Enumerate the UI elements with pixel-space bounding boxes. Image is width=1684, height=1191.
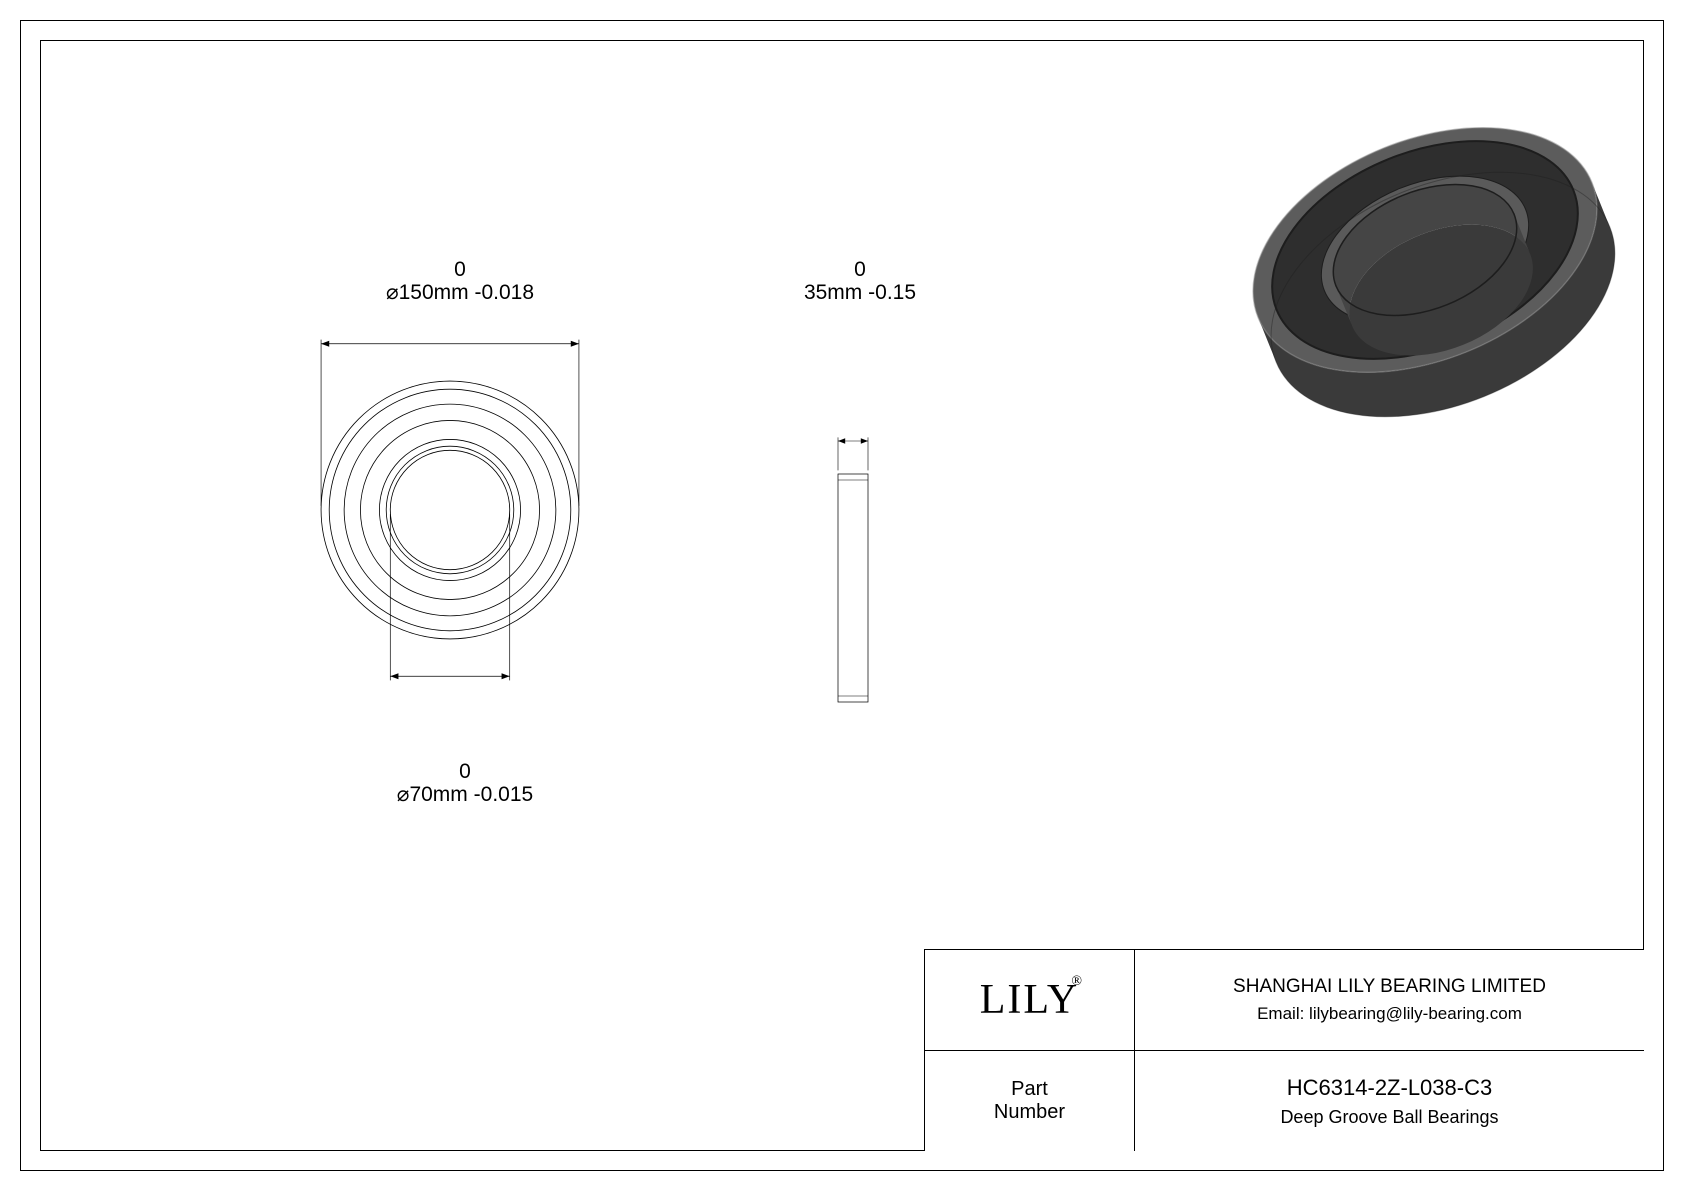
- dim-width-upper: 0: [790, 258, 930, 281]
- dim-inner-dia: 0 ⌀70mm -0.015: [385, 760, 545, 806]
- company-name: SHANGHAI LILY BEARING LIMITED: [1233, 976, 1546, 998]
- part-label-2: Number: [994, 1101, 1065, 1124]
- dim-inner-nominal: ⌀70mm: [397, 783, 468, 806]
- front-view: [260, 320, 640, 700]
- registered-mark: ®: [1071, 974, 1084, 990]
- front-view-svg: [260, 320, 640, 700]
- logo-cell: LILY ®: [925, 950, 1135, 1050]
- company-email: Email: lilybearing@lily-bearing.com: [1257, 1004, 1522, 1024]
- dim-inner-lower: -0.015: [474, 783, 534, 806]
- dim-inner-upper: 0: [385, 760, 545, 783]
- title-row-part: Part Number HC6314-2Z-L038-C3 Deep Groov…: [925, 1051, 1644, 1151]
- dim-width-nominal: 35mm: [804, 281, 862, 304]
- dim-outer-lower: -0.018: [474, 281, 534, 304]
- dim-outer-dia: 0 ⌀150mm -0.018: [380, 258, 540, 304]
- side-view-svg: [820, 380, 910, 760]
- part-number: HC6314-2Z-L038-C3: [1287, 1075, 1492, 1101]
- iso-view-svg: [1230, 90, 1620, 410]
- dim-width: 0 35mm -0.15: [790, 258, 930, 304]
- side-view: [820, 380, 910, 760]
- company-cell: SHANGHAI LILY BEARING LIMITED Email: lil…: [1135, 950, 1644, 1050]
- logo-text: LILY: [980, 976, 1079, 1024]
- part-description: Deep Groove Ball Bearings: [1280, 1107, 1498, 1128]
- part-cell: HC6314-2Z-L038-C3 Deep Groove Ball Beari…: [1135, 1051, 1644, 1151]
- dim-width-lower: -0.15: [868, 281, 916, 304]
- dim-outer-upper: 0: [380, 258, 540, 281]
- part-label-cell: Part Number: [925, 1051, 1135, 1151]
- title-row-company: LILY ® SHANGHAI LILY BEARING LIMITED Ema…: [925, 950, 1644, 1051]
- title-block: LILY ® SHANGHAI LILY BEARING LIMITED Ema…: [924, 949, 1644, 1151]
- dim-outer-nominal: ⌀150mm: [386, 281, 469, 304]
- iso-view: [1230, 90, 1620, 410]
- part-label-1: Part: [1011, 1078, 1048, 1101]
